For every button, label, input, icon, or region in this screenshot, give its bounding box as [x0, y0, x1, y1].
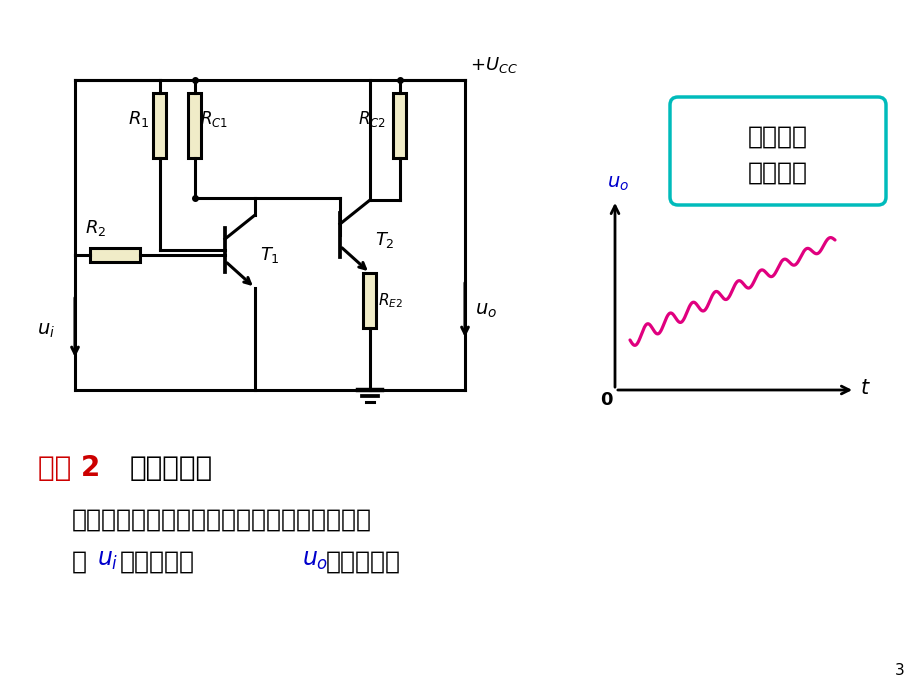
Text: 等于零时，: 等于零时， [119, 550, 195, 574]
Text: 当: 当 [72, 550, 87, 574]
Text: $+U_{CC}$: $+U_{CC}$ [470, 55, 517, 75]
Bar [188, 93, 201, 158]
Text: 3: 3 [894, 663, 904, 678]
FancyBboxPatch shape [669, 97, 885, 205]
Text: $u_o$: $u_o$ [301, 548, 328, 572]
Text: $T_1$: $T_1$ [260, 245, 279, 265]
Text: $R_{E2}$: $R_{E2}$ [378, 291, 403, 310]
Text: $u_i$: $u_i$ [37, 320, 55, 339]
Text: $R_2$: $R_2$ [85, 218, 106, 238]
Text: $R_1$: $R_1$ [128, 109, 149, 129]
Text: 不等于零。: 不等于零。 [325, 550, 401, 574]
Text: $u_o$: $u_o$ [607, 175, 629, 193]
Text: $u_i$: $u_i$ [96, 548, 119, 572]
Bar [90, 248, 140, 262]
Text: ：零点漂移: ：零点漂移 [130, 454, 213, 482]
Text: $t$: $t$ [859, 378, 870, 398]
Bar [153, 93, 166, 158]
Text: 0: 0 [599, 391, 612, 409]
Text: $u_o$: $u_o$ [474, 301, 496, 319]
Text: $R_{C2}$: $R_{C2}$ [357, 109, 385, 129]
Text: 前一级的温漂将作为后一级的输入信号，使得: 前一级的温漂将作为后一级的输入信号，使得 [72, 508, 371, 532]
Bar [363, 273, 376, 328]
Text: 有时会将: 有时会将 [747, 125, 807, 149]
Text: 信号淡没: 信号淡没 [747, 161, 807, 185]
Text: $T_2$: $T_2$ [375, 230, 394, 250]
Text: $R_{C1}$: $R_{C1}$ [199, 109, 228, 129]
Bar [393, 93, 406, 158]
Text: 问题 2: 问题 2 [38, 454, 109, 482]
